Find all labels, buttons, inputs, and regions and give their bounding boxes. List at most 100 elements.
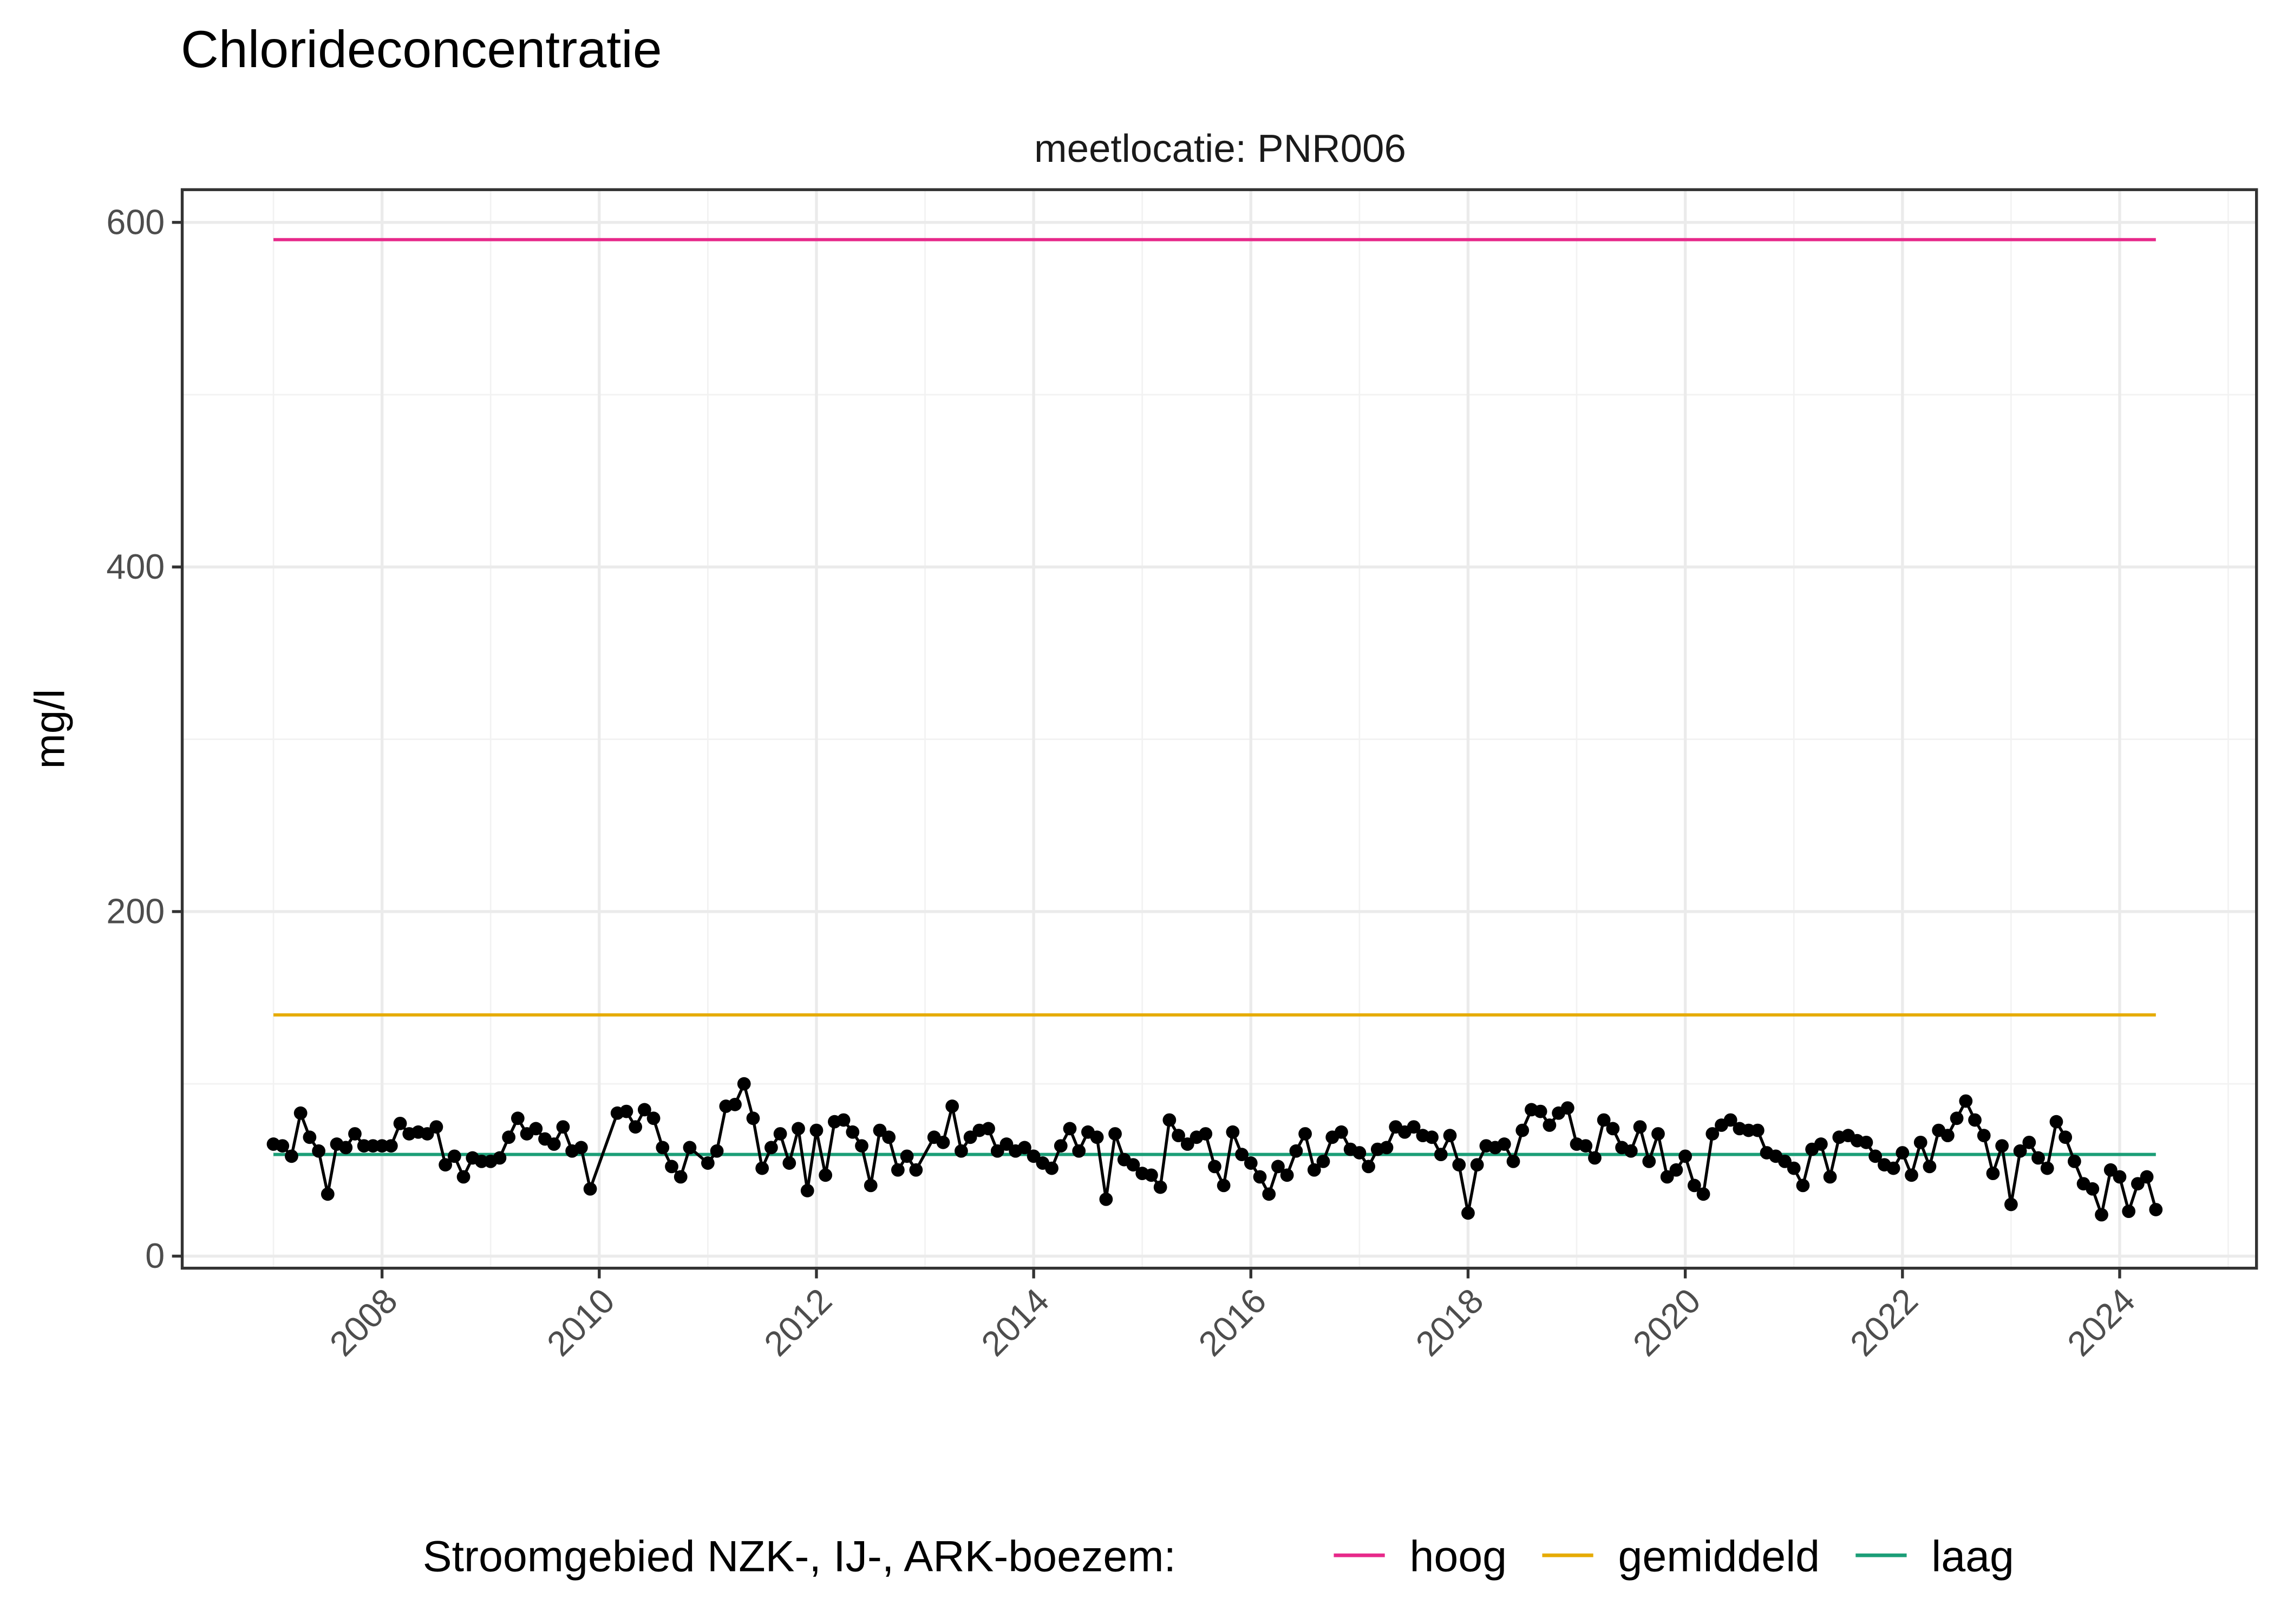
data-point <box>1560 1101 1574 1115</box>
data-point <box>646 1111 661 1125</box>
data-point <box>782 1156 796 1170</box>
data-point <box>963 1130 977 1144</box>
data-point <box>511 1111 525 1125</box>
data-point <box>1153 1180 1167 1194</box>
data-point <box>1778 1154 1792 1168</box>
data-point <box>1289 1144 1303 1158</box>
data-point <box>1352 1146 1367 1160</box>
data-point <box>1162 1113 1177 1127</box>
data-point <box>1217 1178 1231 1193</box>
data-point <box>1126 1158 1140 1172</box>
data-point <box>1226 1125 1240 1139</box>
data-point <box>1072 1144 1086 1158</box>
data-point <box>1750 1123 1765 1137</box>
data-point <box>1959 1094 1973 1108</box>
data-point <box>1968 1113 1982 1127</box>
data-point <box>792 1122 805 1136</box>
data-point <box>800 1184 814 1197</box>
data-point <box>1588 1151 1602 1165</box>
data-point <box>1696 1187 1710 1201</box>
data-point <box>574 1141 588 1155</box>
data-point <box>1723 1113 1737 1127</box>
data-point <box>1533 1104 1547 1118</box>
data-point <box>493 1151 507 1165</box>
data-point <box>2095 1208 2108 1222</box>
data-point <box>1425 1130 1439 1144</box>
data-point <box>2122 1204 2136 1219</box>
data-series <box>266 1077 2163 1222</box>
data-point <box>873 1123 887 1137</box>
data-point <box>955 1144 968 1158</box>
data-point <box>755 1161 769 1175</box>
data-point <box>900 1149 914 1163</box>
data-point <box>982 1122 995 1136</box>
data-point <box>429 1120 443 1134</box>
data-point <box>339 1141 353 1155</box>
data-point <box>1380 1141 1394 1155</box>
data-point <box>701 1156 715 1170</box>
data-point <box>1823 1170 1837 1184</box>
x-tick-label: 2018 <box>1408 1281 1491 1364</box>
data-point <box>393 1116 407 1130</box>
y-tick-label: 0 <box>145 1236 165 1275</box>
data-point <box>312 1144 325 1158</box>
data-point <box>1977 1129 1991 1143</box>
data-point <box>1244 1156 1258 1170</box>
data-point <box>293 1106 308 1120</box>
data-point <box>1940 1129 1955 1143</box>
data-point <box>2013 1144 2027 1158</box>
data-point <box>1687 1178 1701 1193</box>
data-point <box>1660 1170 1674 1184</box>
data-point <box>683 1141 697 1155</box>
data-point <box>1515 1123 1530 1137</box>
x-tick-label: 2008 <box>322 1281 405 1364</box>
data-point <box>2103 1163 2118 1177</box>
data-point <box>882 1130 896 1144</box>
y-tick-label: 600 <box>106 202 165 241</box>
data-point <box>1298 1127 1312 1141</box>
data-point <box>1706 1127 1720 1141</box>
data-point <box>1886 1161 1900 1175</box>
data-point <box>2004 1197 2018 1212</box>
legend-label: hoog <box>1409 1533 1507 1581</box>
data-point <box>1443 1129 1457 1143</box>
y-axis-label: mg/l <box>25 689 73 769</box>
data-point <box>637 1103 651 1117</box>
data-point <box>1913 1135 1927 1149</box>
data-point <box>1923 1160 1937 1174</box>
data-point <box>674 1170 688 1184</box>
chart-title: Chlorideconcentratie <box>181 19 662 78</box>
data-point <box>665 1160 678 1174</box>
data-point <box>1180 1137 1194 1151</box>
data-point <box>2049 1115 2063 1129</box>
data-point <box>1099 1193 1113 1206</box>
data-point <box>1054 1139 1068 1153</box>
data-point <box>1199 1127 1213 1141</box>
grid <box>182 189 2257 1268</box>
data-point <box>1579 1139 1593 1153</box>
data-point <box>1597 1113 1611 1127</box>
data-point <box>1172 1129 1185 1143</box>
data-point <box>1678 1149 1693 1163</box>
data-point <box>1497 1137 1511 1151</box>
data-point <box>1145 1168 1158 1182</box>
x-tick-label: 2010 <box>539 1281 622 1364</box>
data-point <box>2149 1203 2163 1216</box>
data-point <box>447 1149 461 1163</box>
data-point <box>2059 1130 2073 1144</box>
data-point <box>1859 1135 1873 1149</box>
data-point <box>420 1127 434 1141</box>
data-point <box>348 1127 362 1141</box>
data-point <box>773 1127 787 1141</box>
x-tick-label: 2020 <box>1625 1281 1708 1364</box>
data-point <box>819 1168 833 1182</box>
data-point <box>809 1123 824 1137</box>
data-point <box>1045 1161 1058 1175</box>
data-point <box>1208 1160 1221 1174</box>
x-tick-label: 2012 <box>757 1281 840 1364</box>
data-point <box>2022 1135 2036 1149</box>
data-point <box>1606 1122 1620 1136</box>
data-point <box>1950 1111 1964 1125</box>
x-tick-label: 2016 <box>1191 1281 1274 1364</box>
